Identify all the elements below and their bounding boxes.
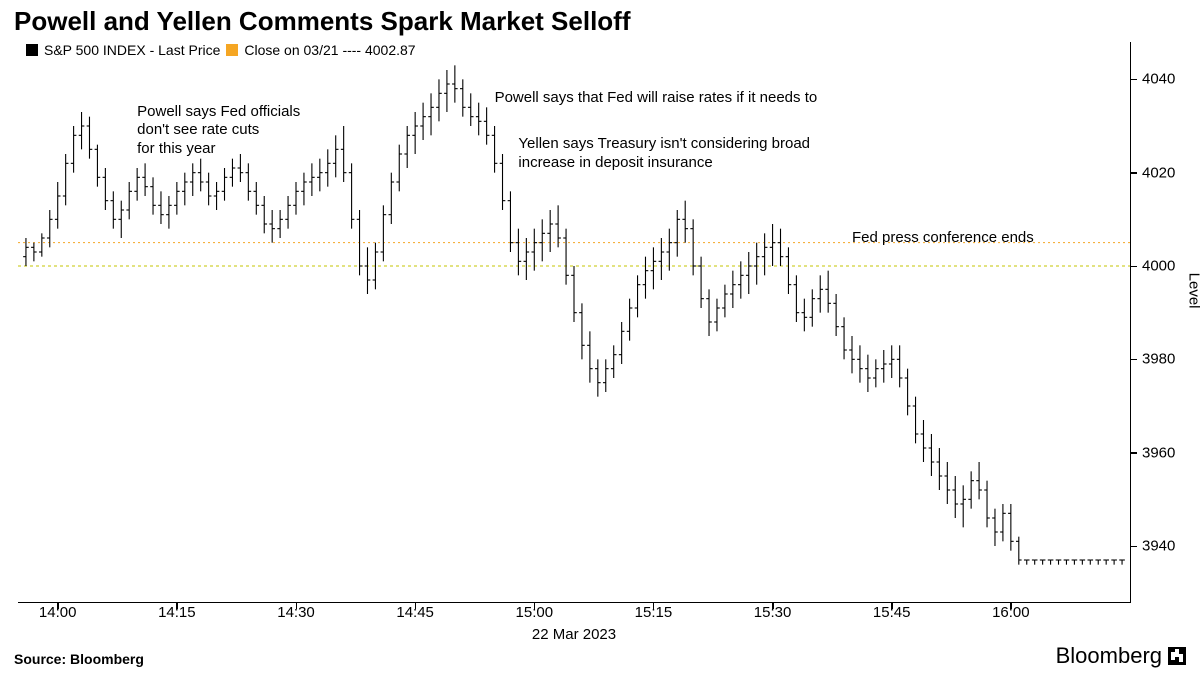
annotation: Fed press conference ends bbox=[852, 229, 1034, 248]
x-tick-label: 15:00 bbox=[516, 604, 554, 621]
y-tick bbox=[1130, 546, 1137, 548]
x-tick-label: 14:45 bbox=[396, 604, 434, 621]
y-tick-label: 3940 bbox=[1142, 538, 1175, 555]
x-tick-label: 16:00 bbox=[992, 604, 1030, 621]
annotation: Powell says that Fed will raise rates if… bbox=[495, 89, 818, 108]
brand: Bloomberg bbox=[1056, 643, 1186, 669]
annotation: Yellen says Treasury isn't considering b… bbox=[518, 135, 810, 173]
y-tick-label: 4040 bbox=[1142, 71, 1175, 88]
chart-title: Powell and Yellen Comments Spark Market … bbox=[14, 6, 630, 37]
x-tick-label: 14:30 bbox=[277, 604, 315, 621]
brand-icon bbox=[1168, 647, 1186, 665]
y-axis-title: Level bbox=[1186, 273, 1200, 309]
y-tick-label: 3980 bbox=[1142, 351, 1175, 368]
y-tick-label: 3960 bbox=[1142, 444, 1175, 461]
y-tick-label: 4000 bbox=[1142, 258, 1175, 275]
x-tick-label: 15:45 bbox=[873, 604, 911, 621]
brand-label: Bloomberg bbox=[1056, 643, 1162, 669]
y-tick bbox=[1130, 172, 1137, 174]
y-tick-label: 4020 bbox=[1142, 164, 1175, 181]
x-tick-label: 15:30 bbox=[754, 604, 792, 621]
y-tick bbox=[1130, 266, 1137, 268]
x-tick-label: 14:15 bbox=[158, 604, 196, 621]
source-label: Source: Bloomberg bbox=[14, 651, 144, 667]
y-tick bbox=[1130, 452, 1137, 454]
x-tick-label: 15:15 bbox=[635, 604, 673, 621]
y-tick bbox=[1130, 359, 1137, 361]
x-axis-date: 22 Mar 2023 bbox=[18, 626, 1130, 643]
y-tick bbox=[1130, 79, 1137, 81]
chart-container: { "title": "Powell and Yellen Comments S… bbox=[0, 0, 1200, 675]
annotation: Powell says Fed officials don't see rate… bbox=[137, 103, 300, 159]
x-tick-label: 14:00 bbox=[39, 604, 77, 621]
